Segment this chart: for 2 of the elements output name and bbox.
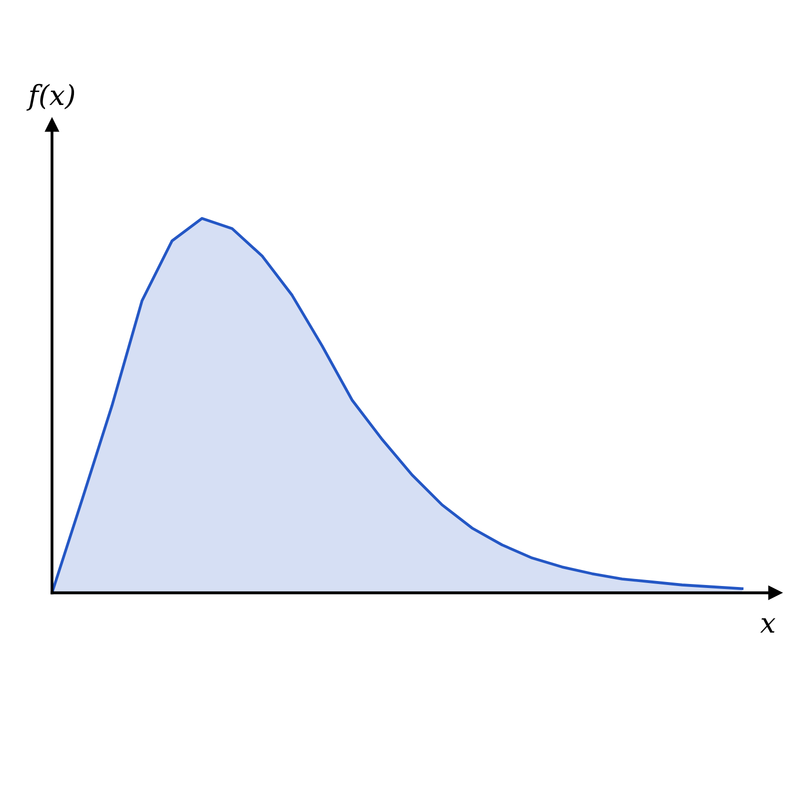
y-axis-title: f(x) [26, 84, 74, 111]
x-axis-title: x [760, 618, 776, 633]
